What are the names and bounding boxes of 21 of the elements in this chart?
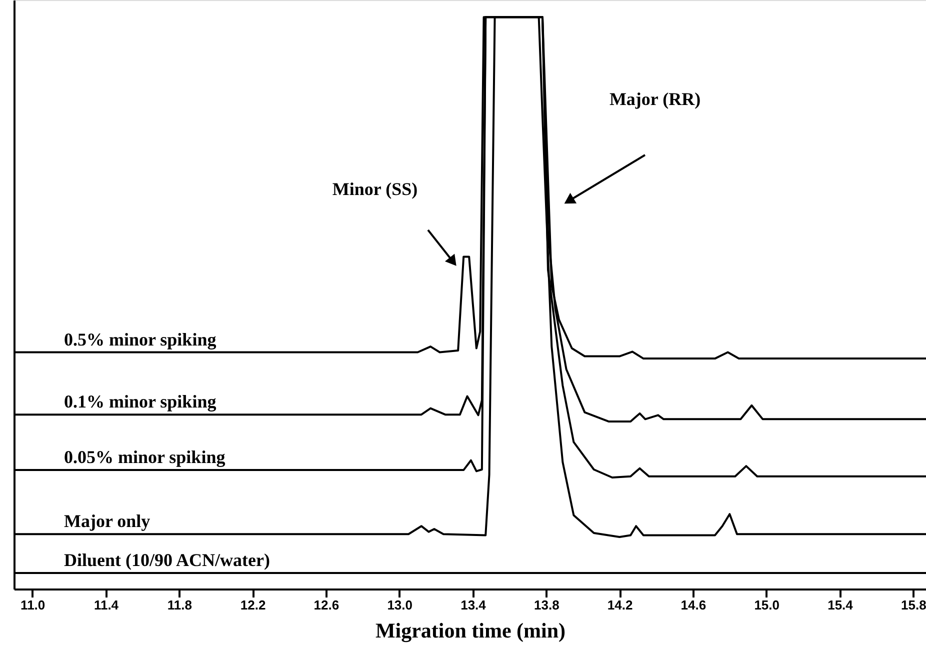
x-tick-label: 14.2 bbox=[607, 598, 633, 612]
x-tick-label: 13.8 bbox=[534, 598, 560, 612]
x-tick-label: 12.6 bbox=[314, 598, 340, 612]
x-tick-label: 14.6 bbox=[680, 598, 706, 612]
series-label: 0.5% minor spiking bbox=[64, 329, 216, 350]
annotation: Major (RR) bbox=[609, 89, 701, 109]
series-label: Major only bbox=[64, 511, 150, 532]
x-tick-label: 13.4 bbox=[460, 598, 487, 612]
annotation: Minor (SS) bbox=[332, 179, 418, 199]
series-label: 0.05% minor spiking bbox=[64, 447, 226, 468]
x-tick-label: 15.0 bbox=[754, 598, 780, 612]
x-tick-label: 11.8 bbox=[167, 598, 192, 612]
x-tick-label: 13.0 bbox=[387, 598, 413, 612]
x-tick-label: 15.4 bbox=[828, 598, 854, 612]
series-label: Diluent (10/90 ACN/water) bbox=[64, 550, 270, 570]
x-tick-label: 12.2 bbox=[240, 598, 266, 612]
x-axis-title: Migration time (min) bbox=[375, 618, 566, 642]
x-tick-label: 11.0 bbox=[20, 598, 46, 612]
series-label: 0.1% minor spiking bbox=[64, 392, 216, 412]
x-tick-label: 11.4 bbox=[94, 598, 120, 612]
x-tick-label: 15.8 bbox=[901, 598, 926, 612]
